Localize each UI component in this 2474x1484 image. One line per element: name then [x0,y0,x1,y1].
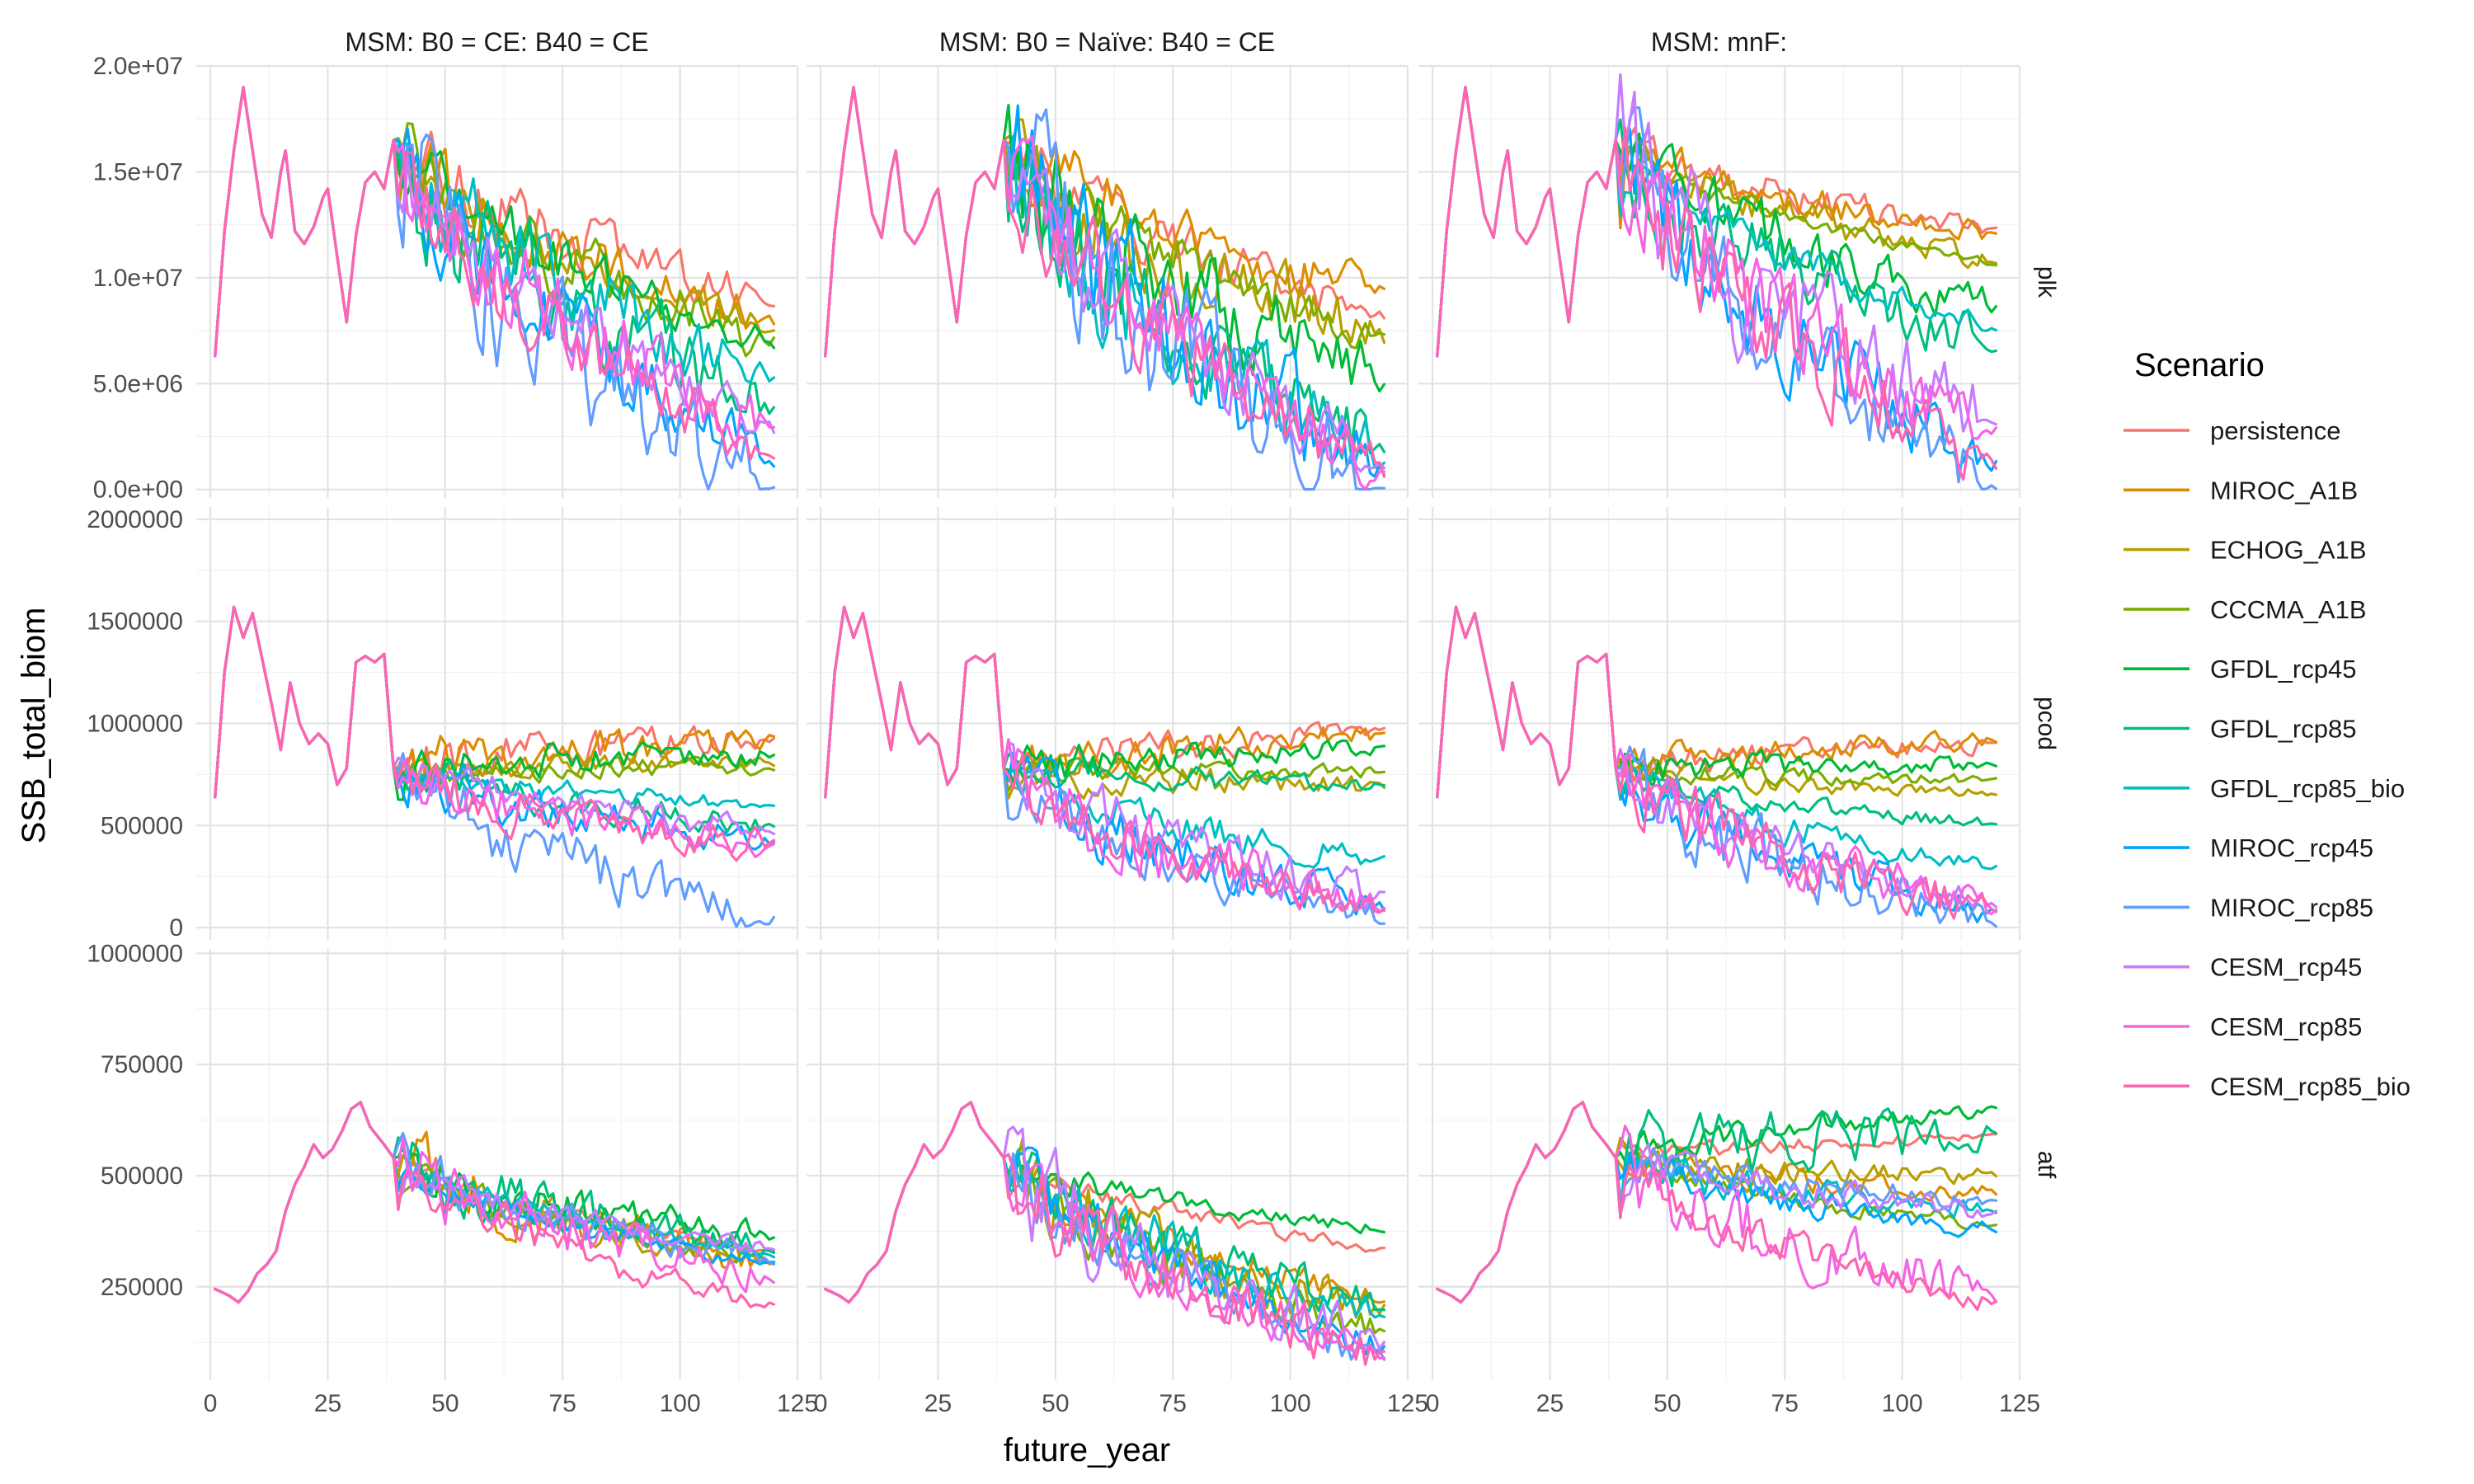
legend-item-MIROC_rcp45: MIROC_rcp45 [2124,834,2373,862]
panel-plk-3 [1418,64,2021,498]
legend-title: Scenario [2134,347,2265,383]
legend-label: GFDL_rcp45 [2210,655,2356,683]
facet-column-title-1: MSM: B0 = CE: B40 = CE [345,27,648,57]
axes: 0.0e+005.0e+061.0e+071.5e+072.0e+0705000… [87,53,2040,1417]
x-tick-label: 125 [1999,1390,2040,1417]
x-tick-label: 100 [1270,1390,1311,1417]
y-tick-label: 500000 [101,812,183,839]
x-tick-label: 0 [1426,1390,1440,1417]
legend-item-CESM_rcp85_bio: CESM_rcp85_bio [2124,1072,2411,1101]
y-tick-label: 1000000 [87,711,183,738]
panel-atf-1 [196,949,799,1380]
panel-pcod-3 [1418,507,2021,940]
y-tick-label: 750000 [101,1051,183,1078]
y-tick-label: 500000 [101,1162,183,1190]
series-line-CESM_rcp85_bio [824,605,1386,914]
legend-item-GFDL_rcp85: GFDL_rcp85 [2124,715,2356,744]
legend-item-MIROC_rcp85: MIROC_rcp85 [2124,893,2373,922]
x-tick-label: 25 [314,1390,341,1417]
x-tick-label: 100 [1882,1390,1923,1417]
panels [196,64,2021,1380]
y-tick-label: 1000000 [87,940,183,967]
facet-column-title-2: MSM: B0 = Naïve: B40 = CE [939,27,1275,57]
panel-plk-1 [196,64,799,498]
y-tick-label: 1500000 [87,608,183,636]
facet-row-label-pcod: pcod [2033,697,2060,750]
x-tick-label: 100 [660,1390,701,1417]
x-tick-label: 75 [1771,1390,1799,1417]
facet-row-label-plk: plk [2033,266,2060,298]
panel-pcod-1 [196,507,799,940]
x-tick-label: 75 [1159,1390,1187,1417]
y-tick-label: 0 [169,914,183,942]
legend-label: persistence [2210,416,2341,445]
legend-label: CESM_rcp85 [2210,1012,2362,1041]
panel-atf-3 [1418,949,2021,1380]
x-tick-label: 75 [549,1390,576,1417]
x-tick-label: 50 [1042,1390,1069,1417]
series-line-CESM_rcp85_bio [824,1101,1386,1366]
legend-label: MIROC_rcp85 [2210,893,2373,922]
legend-label: CESM_rcp85_bio [2210,1072,2411,1101]
panel-pcod-2 [807,507,1409,940]
legend-label: CCCMA_A1B [2210,595,2367,624]
legend-label: MIROC_rcp45 [2210,834,2373,862]
legend-label: MIROC_A1B [2210,476,2358,505]
facet-row-label-atf: atf [2033,1151,2060,1179]
legend-item-GFDL_rcp85_bio: GFDL_rcp85_bio [2124,774,2405,803]
legend-item-CCCMA_A1B: CCCMA_A1B [2124,595,2367,624]
facet-strips: plk pcod atf MSM: B0 = CE: B40 = CE MSM: B0 … [345,27,2060,1179]
legend-items: persistence MIROC_A1B ECHOG_A1B CCCMA_A1B GF… [2124,416,2411,1101]
series-line-CESM_rcp85_bio [824,86,1386,478]
y-tick-label: 0.0e+00 [93,477,183,504]
legend-label: ECHOG_A1B [2210,536,2367,565]
x-tick-label: 0 [814,1390,828,1417]
legend-item-GFDL_rcp45: GFDL_rcp45 [2124,655,2356,683]
y-tick-label: 1.0e+07 [93,265,183,292]
y-tick-label: 5.0e+06 [93,370,183,397]
series-line-CESM_rcp85_bio [1436,86,1998,481]
legend-item-persistence: persistence [2124,416,2341,445]
x-tick-label: 25 [924,1390,952,1417]
facet-column-title-3: MSM: mnF: [1651,27,1787,57]
x-tick-label: 0 [204,1390,218,1417]
x-tick-label: 50 [431,1390,459,1417]
legend-item-CESM_rcp85: CESM_rcp85 [2124,1012,2362,1041]
series-line-CESM_rcp85_bio [214,86,776,461]
x-tick-label: 25 [1536,1390,1564,1417]
legend-label: CESM_rcp45 [2210,953,2362,982]
panel-atf-2 [807,949,1409,1380]
legend-label: GFDL_rcp85 [2210,715,2356,744]
series-line-CESM_rcp85_bio [1436,605,1998,920]
x-tick-label: 50 [1653,1390,1681,1417]
y-tick-label: 2000000 [87,506,183,533]
legend-item-ECHOG_A1B: ECHOG_A1B [2124,536,2367,565]
legend-item-MIROC_A1B: MIROC_A1B [2124,476,2358,505]
legend: Scenario persistence MIROC_A1B ECHOG_A1B CC… [2124,347,2411,1101]
panel-plk-2 [807,64,1409,498]
series-line-CESM_rcp85_bio [1436,1101,1998,1312]
y-tick-label: 1.5e+07 [93,158,183,186]
y-tick-label: 250000 [101,1274,183,1301]
x-axis-title: future_year [1004,1432,1170,1468]
y-axis-title: SSB_total_biom [16,608,52,844]
legend-item-CESM_rcp45: CESM_rcp45 [2124,953,2362,982]
series-line-CESM_rcp85_bio [214,605,776,862]
series-line-CESM_rcp85_bio [214,1101,776,1309]
x-tick-label: 125 [1387,1390,1428,1417]
legend-label: GFDL_rcp85_bio [2210,774,2405,803]
y-tick-label: 2.0e+07 [93,53,183,80]
x-tick-label: 125 [777,1390,818,1417]
